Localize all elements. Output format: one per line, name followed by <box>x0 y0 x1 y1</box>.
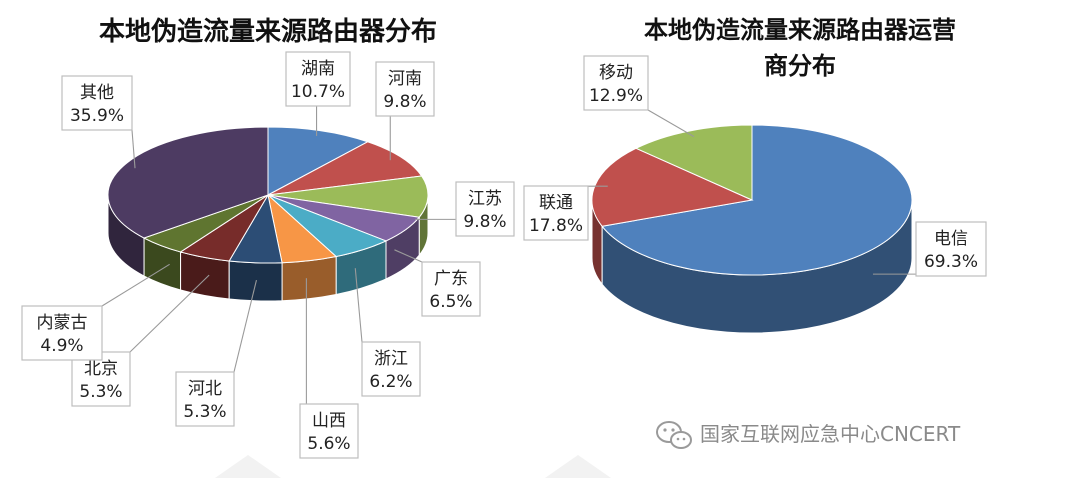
data-label-0-4: 浙江 6.2% <box>361 341 421 397</box>
label-box <box>299 403 359 459</box>
pie-slice-0-9 <box>107 126 269 239</box>
slice-name-label: 浙江 <box>374 349 408 369</box>
slice-name-label: 江苏 <box>468 189 502 209</box>
data-label-0-3: 广东 6.5% <box>421 261 481 317</box>
data-label-0-0: 湖南 10.7% <box>285 51 351 107</box>
slice-value-label: 35.9% <box>70 106 124 126</box>
data-label-0-2: 江苏 9.8% <box>455 181 515 237</box>
slice-name-label: 内蒙古 <box>37 313 88 333</box>
data-label-1-0: 电信 69.3% <box>915 221 987 277</box>
label-box <box>583 55 649 111</box>
slice-name-label: 广东 <box>434 269 468 289</box>
slice-value-label: 4.9% <box>40 336 83 356</box>
watermark: 国家互联网应急中心CNCERT <box>656 421 961 449</box>
leader-line-0-9 <box>131 129 136 169</box>
slice-name-label: 移动 <box>599 63 633 83</box>
label-box <box>175 371 235 427</box>
slice-name-label: 其他 <box>80 83 114 103</box>
slice-value-label: 9.8% <box>463 212 506 232</box>
label-box <box>61 75 133 131</box>
pie-side-0-6 <box>228 260 283 302</box>
label-box <box>455 181 515 237</box>
slice-name-label: 电信 <box>934 229 968 249</box>
slice-value-label: 17.8% <box>529 216 583 236</box>
data-label-0-5: 山西 5.6% <box>299 403 359 459</box>
pie-slice-0-2 <box>267 175 429 218</box>
slice-value-label: 6.2% <box>369 372 412 392</box>
pie-chart-provinces: 湖南 10.7% 河南 9.8% 江苏 9.8% 广东 6.5% 浙江 6.2% 山西 5.6% 河北 5… <box>21 51 515 459</box>
data-label-0-7: 北京 5.3% <box>71 351 131 407</box>
data-label-1-1: 联通 17.8% <box>523 185 589 241</box>
pie-slice-0-0 <box>267 126 369 196</box>
data-label-0-9: 其他 35.9% <box>61 75 133 131</box>
leader-line-0-3 <box>394 249 423 263</box>
chart-title-right-line2: 商分布 <box>764 52 836 80</box>
slice-value-label: 9.8% <box>383 92 426 112</box>
label-box <box>523 185 589 241</box>
pie-slice-1-1 <box>591 147 754 227</box>
wechat-icon <box>656 421 692 449</box>
label-box <box>421 261 481 317</box>
data-label-0-1: 河南 9.8% <box>375 61 435 117</box>
slice-value-label: 69.3% <box>924 252 978 272</box>
slice-value-label: 6.5% <box>429 292 472 312</box>
pie-side-0-5 <box>281 255 337 302</box>
leader-line-1-2 <box>647 109 695 138</box>
leader-line-0-6 <box>233 280 257 373</box>
slice-name-label: 北京 <box>84 359 118 379</box>
pie-slice-0-1 <box>267 141 423 196</box>
watermark-text: 国家互联网应急中心CNCERT <box>700 422 961 446</box>
slice-value-label: 5.3% <box>183 402 226 422</box>
slice-name-label: 河北 <box>188 379 222 399</box>
label-box <box>375 61 435 117</box>
data-label-0-8: 内蒙古 4.9% <box>21 305 103 361</box>
pie-chart-carriers: 电信 69.3% 联通 17.8% 移动 12.9% <box>523 55 987 334</box>
label-box <box>71 351 131 407</box>
chart-title-right-line1: 本地伪造流量来源路由器运营 <box>644 16 956 44</box>
background-watermark <box>215 455 611 478</box>
pie-slice-1-2 <box>634 124 753 201</box>
label-box <box>285 51 351 107</box>
slice-name-label: 河南 <box>388 69 422 89</box>
label-box <box>361 341 421 397</box>
data-label-1-2: 移动 12.9% <box>583 55 649 111</box>
slice-value-label: 12.9% <box>589 86 643 106</box>
slice-name-label: 湖南 <box>301 59 335 79</box>
slice-value-label: 10.7% <box>291 82 345 102</box>
pie-slice-1-0 <box>601 124 913 276</box>
label-box <box>21 305 103 361</box>
slice-value-label: 5.6% <box>307 434 350 454</box>
label-box <box>915 221 987 277</box>
slice-name-label: 联通 <box>539 193 573 213</box>
leader-line-0-8 <box>101 263 170 307</box>
data-label-0-6: 河北 5.3% <box>175 371 235 427</box>
slice-value-label: 5.3% <box>79 382 122 402</box>
slice-name-label: 山西 <box>312 411 346 431</box>
leader-line-0-7 <box>129 274 210 353</box>
chart-title-left: 本地伪造流量来源路由器分布 <box>99 16 437 47</box>
leader-line-0-4 <box>354 268 363 343</box>
